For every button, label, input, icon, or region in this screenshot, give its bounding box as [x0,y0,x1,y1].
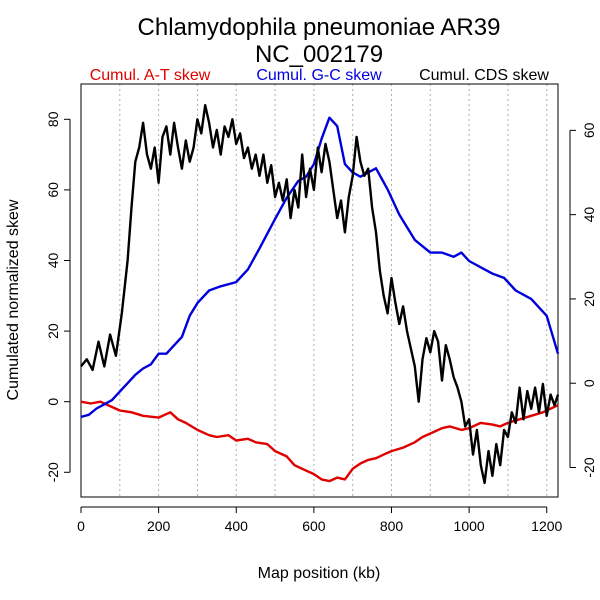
series-line-cumul-cds-skew [80,103,560,485]
x-tick-label-200: 200 [147,518,171,534]
plot-frame [80,83,559,498]
y-right-tick-label-60: 60 [581,122,597,138]
y-left-tick-label-80: 80 [45,111,61,127]
x-axis: 0 200 400 600 800 1000 1200 [77,506,563,534]
y-axis-title: Cumulated normalized skew [5,199,22,400]
x-tick-label-400: 400 [225,518,249,534]
legend-at-skew: Cumul. A-T skew [90,67,211,84]
y-left-tick-label--20: -20 [45,462,61,482]
y-axis-left: -20 0 20 40 60 80 [45,111,71,482]
y-left-tick-label-0: 0 [45,398,61,406]
legend-cds-skew: Cumul. CDS skew [419,67,549,84]
legend-gc-skew: Cumul. G-C skew [256,67,382,84]
series-line-cumul-g-c-skew [80,116,560,419]
y-right-tick-label-0: 0 [581,379,597,387]
x-tick-label-600: 600 [302,518,326,534]
x-tick-label-1000: 1000 [454,518,485,534]
x-tick-label-0: 0 [77,518,85,534]
chart-subtitle: NC_002179 [255,41,383,68]
y-left-tick-label-20: 20 [45,323,61,339]
series-layer [80,103,560,485]
x-tick-label-1200: 1200 [531,518,562,534]
y-left-tick-label-60: 60 [45,182,61,198]
gridlines [80,84,548,497]
y-left-tick-label-40: 40 [45,252,61,268]
y-right-tick-label-40: 40 [581,207,597,223]
y-right-tick-label-20: 20 [581,291,597,307]
x-axis-title: Map position (kb) [258,565,381,582]
x-tick-label-800: 800 [380,518,404,534]
y-right-tick-label--20: -20 [581,457,597,477]
chart-title: Chlamydophila pneumoniae AR39 [138,14,501,41]
y-axis-right: -20 0 20 40 60 [569,122,597,478]
series-line-cumul-a-t-skew [80,400,559,483]
